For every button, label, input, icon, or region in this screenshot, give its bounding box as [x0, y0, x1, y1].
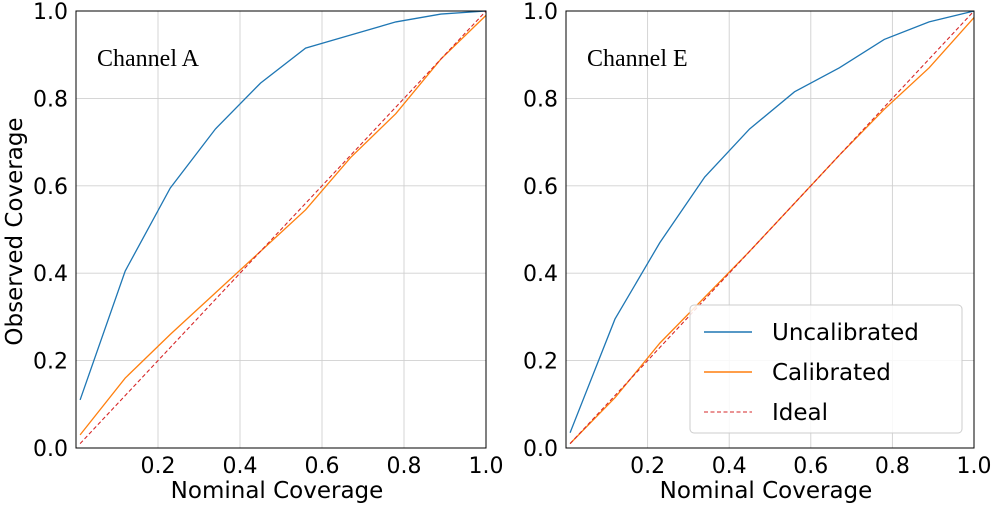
series-group — [79, 10, 487, 445]
series-line-ideal — [79, 10, 487, 445]
legend: Uncalibrated Calibrated Ideal — [689, 304, 963, 434]
x-tick-label: 0.8 — [387, 454, 422, 479]
x-tick-label: 0.4 — [223, 454, 258, 479]
x-tick-label: 0.4 — [712, 454, 747, 479]
y-tick-label: 0.6 — [523, 175, 558, 200]
y-tick-label: 0.2 — [33, 350, 68, 375]
y-tick-label: 0.2 — [523, 350, 558, 375]
panel-channel-e: 0.2 0.4 0.6 0.8 1.0 0.0 0.2 0.4 0.6 0.8 1.0 Chann… — [523, 0, 992, 504]
panel-title: Channel A — [97, 46, 200, 72]
y-ticks: 0.0 0.2 0.4 0.6 0.8 1.0 — [523, 0, 558, 462]
legend-box — [689, 304, 963, 434]
y-tick-label: 0.0 — [523, 437, 558, 462]
legend-label-ideal: Ideal — [772, 400, 828, 426]
series-line-ideal — [569, 10, 975, 445]
x-tick-label: 0.6 — [793, 454, 828, 479]
x-ticks: 0.2 0.4 0.6 0.8 1.0 — [141, 454, 504, 479]
series-group — [569, 10, 975, 445]
y-tick-label: 1.0 — [523, 0, 558, 25]
x-tick-label: 0.2 — [141, 454, 176, 479]
x-tick-label: 1.0 — [957, 454, 992, 479]
x-axis-label: Nominal Coverage — [171, 478, 384, 504]
y-tick-label: 0.6 — [33, 175, 68, 200]
panel-title: Channel E — [587, 46, 688, 72]
y-tick-label: 1.0 — [33, 0, 68, 25]
x-axis-label: Nominal Coverage — [660, 478, 873, 504]
y-tick-label: 0.8 — [33, 87, 68, 112]
legend-label-calibrated: Calibrated — [772, 360, 891, 386]
y-axis-label: Observed Coverage — [2, 117, 28, 345]
x-tick-label: 0.2 — [630, 454, 665, 479]
y-tick-label: 0.8 — [523, 87, 558, 112]
series-line-calibrated — [79, 14, 487, 436]
x-tick-label: 1.0 — [469, 454, 504, 479]
y-tick-label: 0.0 — [33, 437, 68, 462]
plot-frame — [565, 10, 975, 449]
x-tick-label: 0.6 — [305, 454, 340, 479]
plot-frame — [75, 10, 487, 449]
y-tick-label: 0.4 — [33, 262, 68, 287]
y-tick-label: 0.4 — [523, 262, 558, 287]
panel-channel-a: 0.2 0.4 0.6 0.8 1.0 0.0 0.2 0.4 0.6 0.8 1.0 Chann… — [2, 0, 504, 504]
y-ticks: 0.0 0.2 0.4 0.6 0.8 1.0 — [33, 0, 68, 462]
series-line-uncalibrated — [79, 10, 487, 401]
legend-label-uncalibrated: Uncalibrated — [772, 320, 919, 346]
x-ticks: 0.2 0.4 0.6 0.8 1.0 — [630, 454, 991, 479]
series-line-uncalibrated — [569, 10, 975, 433]
x-tick-label: 0.8 — [875, 454, 910, 479]
